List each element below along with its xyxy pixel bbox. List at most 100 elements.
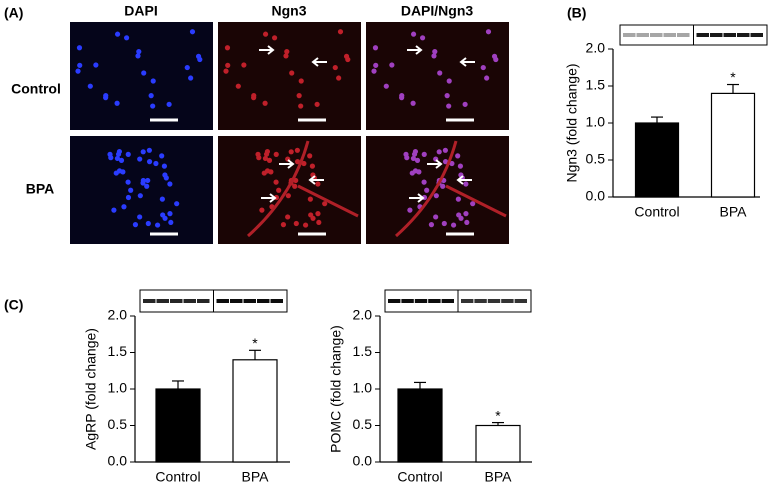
blot-band — [143, 299, 156, 303]
cell — [307, 196, 313, 202]
cell — [410, 100, 416, 106]
x-tick-label: BPA — [485, 469, 513, 485]
cell — [111, 207, 117, 213]
panel-label: (B) — [567, 5, 586, 21]
cell — [288, 149, 294, 155]
cell — [144, 183, 150, 189]
cell — [444, 93, 450, 99]
arrow — [311, 57, 327, 67]
cell — [293, 220, 299, 227]
cell — [161, 163, 168, 169]
cell — [150, 103, 156, 109]
cell — [441, 220, 447, 227]
cell — [373, 62, 379, 68]
arrow — [407, 45, 423, 55]
y-axis-label: Ngn3 (fold change) — [564, 63, 580, 182]
blot-band — [663, 33, 676, 37]
cell — [480, 64, 486, 71]
cell — [343, 53, 350, 59]
significance-marker: * — [252, 335, 258, 351]
panel-label: (C) — [4, 297, 23, 313]
cell — [276, 187, 282, 193]
cell — [298, 103, 304, 109]
y-tick-label: 2.0 — [108, 307, 128, 323]
column-label: DAPI/Ngn3 — [401, 3, 474, 19]
y-tick-label: 1.5 — [586, 77, 606, 93]
cell — [371, 68, 377, 74]
cell — [372, 45, 379, 51]
cell — [433, 214, 439, 220]
y-tick-label: 1.0 — [586, 114, 606, 130]
cell — [484, 75, 490, 81]
blot-band — [514, 299, 527, 303]
cell — [285, 214, 291, 220]
blot-band — [183, 299, 196, 303]
cell — [103, 95, 109, 101]
blot-band — [677, 33, 690, 37]
cell — [440, 183, 446, 189]
y-axis-label: POMC (fold change) — [328, 325, 344, 453]
cell — [442, 159, 449, 165]
cell — [432, 49, 438, 55]
cell — [463, 181, 469, 187]
blot-band — [401, 299, 414, 303]
neurite — [247, 140, 359, 238]
bar — [232, 359, 278, 463]
arrow — [308, 175, 324, 185]
blot-band — [230, 299, 243, 303]
blot-band — [501, 299, 514, 303]
blot-band — [257, 299, 270, 303]
cell — [458, 215, 464, 221]
y-tick-label: 0.5 — [108, 416, 128, 432]
cell — [463, 211, 469, 217]
cell — [146, 147, 152, 153]
cell — [296, 93, 302, 99]
x-tick-label: BPA — [242, 469, 270, 485]
cell — [389, 62, 395, 68]
micrograph — [218, 136, 361, 244]
column-label: DAPI — [124, 3, 157, 19]
cell — [137, 156, 143, 162]
arrow — [456, 175, 472, 185]
arrow — [409, 193, 425, 203]
cell — [195, 53, 202, 59]
cell — [285, 193, 291, 199]
cell — [437, 70, 443, 76]
blot-band — [270, 299, 283, 303]
significance-marker: * — [730, 69, 736, 85]
cell — [411, 151, 418, 157]
cell — [485, 29, 492, 35]
cell — [168, 219, 174, 226]
cell — [421, 151, 427, 157]
cell — [235, 83, 241, 89]
cell — [383, 83, 389, 89]
blot-band — [197, 299, 210, 303]
arrow — [459, 57, 475, 67]
cell — [162, 172, 168, 178]
cell — [302, 222, 309, 228]
cell — [455, 196, 461, 202]
cell — [399, 95, 405, 101]
cell — [188, 75, 194, 81]
cell — [263, 151, 270, 157]
cell — [419, 35, 426, 41]
cell — [162, 215, 168, 221]
cell — [114, 155, 121, 162]
cell — [298, 78, 304, 84]
blot-band — [737, 33, 750, 37]
blot-band — [428, 299, 441, 303]
cell — [273, 151, 279, 157]
blot-band — [750, 33, 763, 37]
cell — [118, 157, 125, 163]
blot-band — [216, 299, 229, 303]
cell — [322, 201, 328, 207]
y-tick-label: 0.0 — [108, 453, 128, 469]
y-tick-label: 1.5 — [353, 343, 373, 359]
cell — [154, 222, 161, 228]
cell — [301, 160, 307, 167]
cell — [433, 193, 439, 199]
cell — [315, 211, 321, 217]
cell — [166, 101, 172, 107]
panel-label: (A) — [4, 5, 23, 21]
